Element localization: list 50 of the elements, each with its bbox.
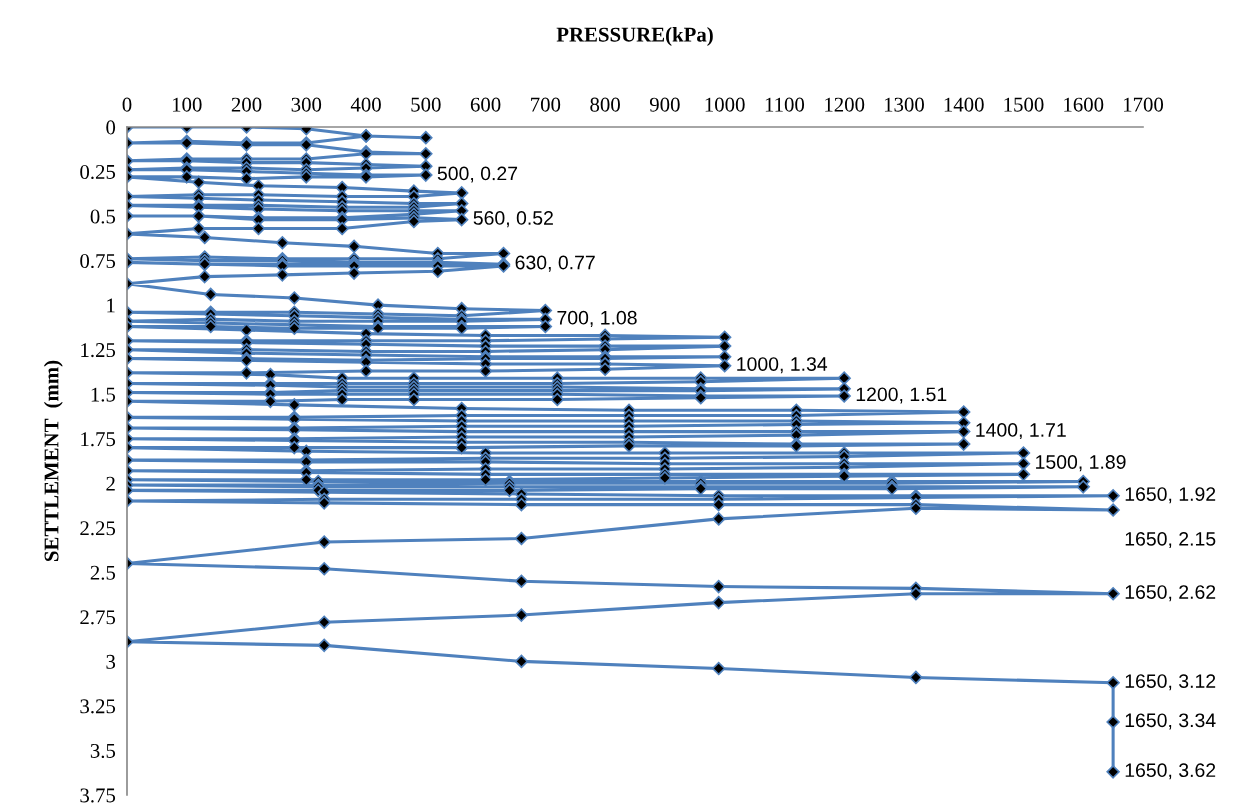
y-tick-label: 1.75 bbox=[81, 432, 116, 447]
x-tick-label: 400 bbox=[350, 97, 381, 112]
x-tick-label: 200 bbox=[231, 97, 262, 112]
annotation: 560, 0.52 bbox=[473, 211, 553, 228]
annotation: 1000, 1.34 bbox=[737, 357, 828, 374]
annotation: 500, 0.27 bbox=[437, 166, 518, 183]
x-tick-label: 500 bbox=[411, 97, 441, 112]
x-tick-label: 700 bbox=[531, 97, 561, 112]
y-tick-label: 1.25 bbox=[81, 343, 116, 358]
y-tick-label: 2.75 bbox=[80, 610, 116, 625]
annotation: 1650, 2.62 bbox=[1125, 585, 1216, 602]
annotation: 1650, 1.92 bbox=[1125, 487, 1216, 504]
y-tick-label: 0.25 bbox=[80, 164, 116, 180]
x-tick-label: 100 bbox=[172, 97, 202, 112]
annotation: 1650, 3.34 bbox=[1125, 713, 1216, 730]
y-tick-label: 0 bbox=[106, 120, 116, 135]
y-tick-label: 2.25 bbox=[80, 521, 116, 536]
y-tick-label: 2.5 bbox=[90, 565, 116, 580]
x-tick-label: 800 bbox=[590, 97, 620, 112]
y-tick-label: 0.75 bbox=[80, 253, 116, 269]
annotation: 1650, 3.62 bbox=[1125, 763, 1216, 780]
y-tick-label: 3.75 bbox=[80, 788, 116, 803]
annotation: 1650, 3.12 bbox=[1125, 674, 1216, 691]
x-tick-label: 300 bbox=[291, 97, 322, 112]
x-tick-label: 1100 bbox=[765, 97, 805, 112]
x-tick-label: 1000 bbox=[705, 97, 745, 112]
y-tick-label: 2 bbox=[106, 476, 115, 491]
x-tick-label: 1500 bbox=[1004, 97, 1044, 112]
x-tick-label: 1300 bbox=[884, 97, 924, 112]
annotation: 630, 0.77 bbox=[515, 255, 595, 272]
y-tick-label: 1.5 bbox=[91, 387, 116, 402]
annotation: 1400, 1.71 bbox=[976, 423, 1066, 440]
x-tick-label: 900 bbox=[649, 97, 680, 112]
y-tick-label: 0.5 bbox=[90, 209, 116, 224]
x-tick-label: 1600 bbox=[1064, 97, 1104, 112]
y-tick-label: 1 bbox=[107, 298, 115, 313]
x-tick-label: 1400 bbox=[944, 97, 984, 112]
x-axis-title: PRESSURE(kPa) bbox=[556, 26, 713, 46]
y-tick-label: 3.25 bbox=[80, 699, 116, 714]
y-tick-label: 3.5 bbox=[90, 743, 116, 758]
annotation: 1500, 1.89 bbox=[1036, 455, 1126, 472]
x-tick-label: 0 bbox=[122, 97, 132, 112]
annotation: 700, 1.08 bbox=[557, 310, 637, 327]
x-tick-label: 600 bbox=[470, 97, 501, 112]
x-tick-label: 1200 bbox=[825, 97, 865, 112]
annotation: 1200, 1.51 bbox=[856, 387, 947, 404]
y-axis-title: SETTLEMENT (mm) bbox=[43, 360, 63, 561]
x-tick-label: 1700 bbox=[1124, 97, 1164, 112]
y-tick-label: 3 bbox=[106, 654, 116, 669]
annotation: 1650, 2.15 bbox=[1125, 531, 1216, 549]
